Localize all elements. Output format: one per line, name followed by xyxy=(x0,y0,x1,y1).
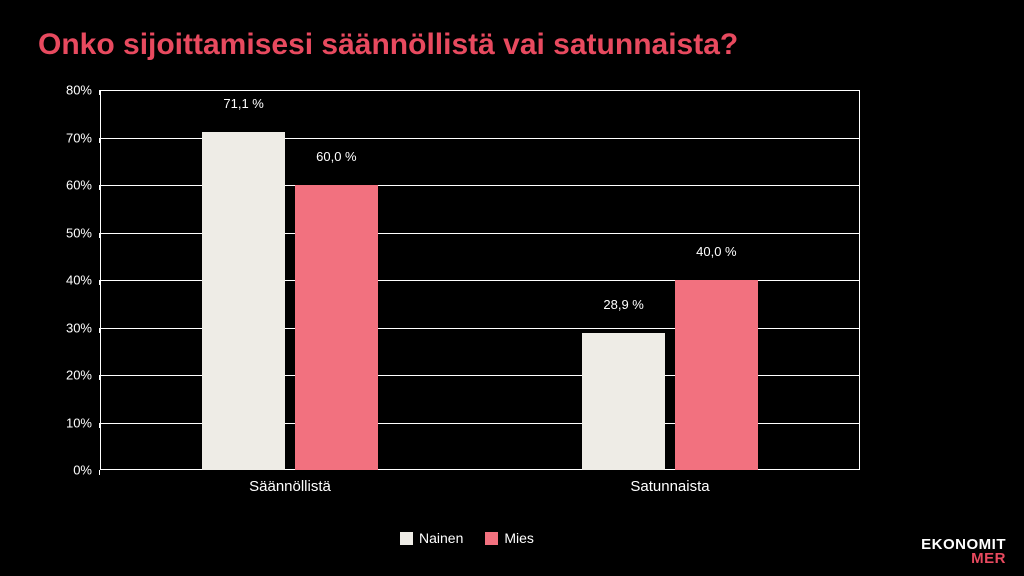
y-tick-mark xyxy=(99,375,100,380)
y-tick-label: 10% xyxy=(66,415,100,430)
chart-plot-area: 0%10%20%30%40%50%60%70%80%71,1 %60,0 %28… xyxy=(100,90,860,470)
y-tick-mark xyxy=(99,280,100,285)
y-tick-mark xyxy=(99,233,100,238)
legend: Nainen Mies xyxy=(400,530,534,546)
brand-logo: EKONOMIT MER xyxy=(921,538,1006,567)
logo-line2: MER xyxy=(921,552,1006,566)
y-tick-label: 20% xyxy=(66,368,100,383)
y-tick-label: 40% xyxy=(66,273,100,288)
slide-title: Onko sijoittamisesi säännöllistä vai sat… xyxy=(38,28,738,62)
bar-value-label: 71,1 % xyxy=(223,96,263,111)
gridline xyxy=(100,90,860,91)
y-tick-label: 50% xyxy=(66,225,100,240)
legend-item: Mies xyxy=(485,530,534,546)
bar-value-label: 28,9 % xyxy=(603,297,643,312)
x-category-label: Satunnaista xyxy=(630,470,709,495)
bar xyxy=(582,333,666,470)
y-tick-mark xyxy=(99,470,100,475)
legend-label: Nainen xyxy=(419,530,463,546)
slide: Onko sijoittamisesi säännöllistä vai sat… xyxy=(0,0,1024,576)
bar xyxy=(675,280,759,470)
y-tick-mark xyxy=(99,328,100,333)
y-tick-mark xyxy=(99,90,100,95)
y-tick-mark xyxy=(99,185,100,190)
bar-value-label: 40,0 % xyxy=(696,244,736,259)
legend-label: Mies xyxy=(504,530,534,546)
x-category-label: Säännöllistä xyxy=(249,470,331,495)
legend-item: Nainen xyxy=(400,530,463,546)
y-tick-label: 70% xyxy=(66,130,100,145)
y-tick-label: 60% xyxy=(66,178,100,193)
bar xyxy=(295,185,379,470)
y-tick-label: 80% xyxy=(66,83,100,98)
bar-value-label: 60,0 % xyxy=(316,149,356,164)
y-tick-label: 30% xyxy=(66,320,100,335)
y-tick-label: 0% xyxy=(73,463,100,478)
bar xyxy=(202,132,286,470)
y-tick-mark xyxy=(99,138,100,143)
legend-swatch xyxy=(485,532,498,545)
legend-swatch xyxy=(400,532,413,545)
y-tick-mark xyxy=(99,423,100,428)
